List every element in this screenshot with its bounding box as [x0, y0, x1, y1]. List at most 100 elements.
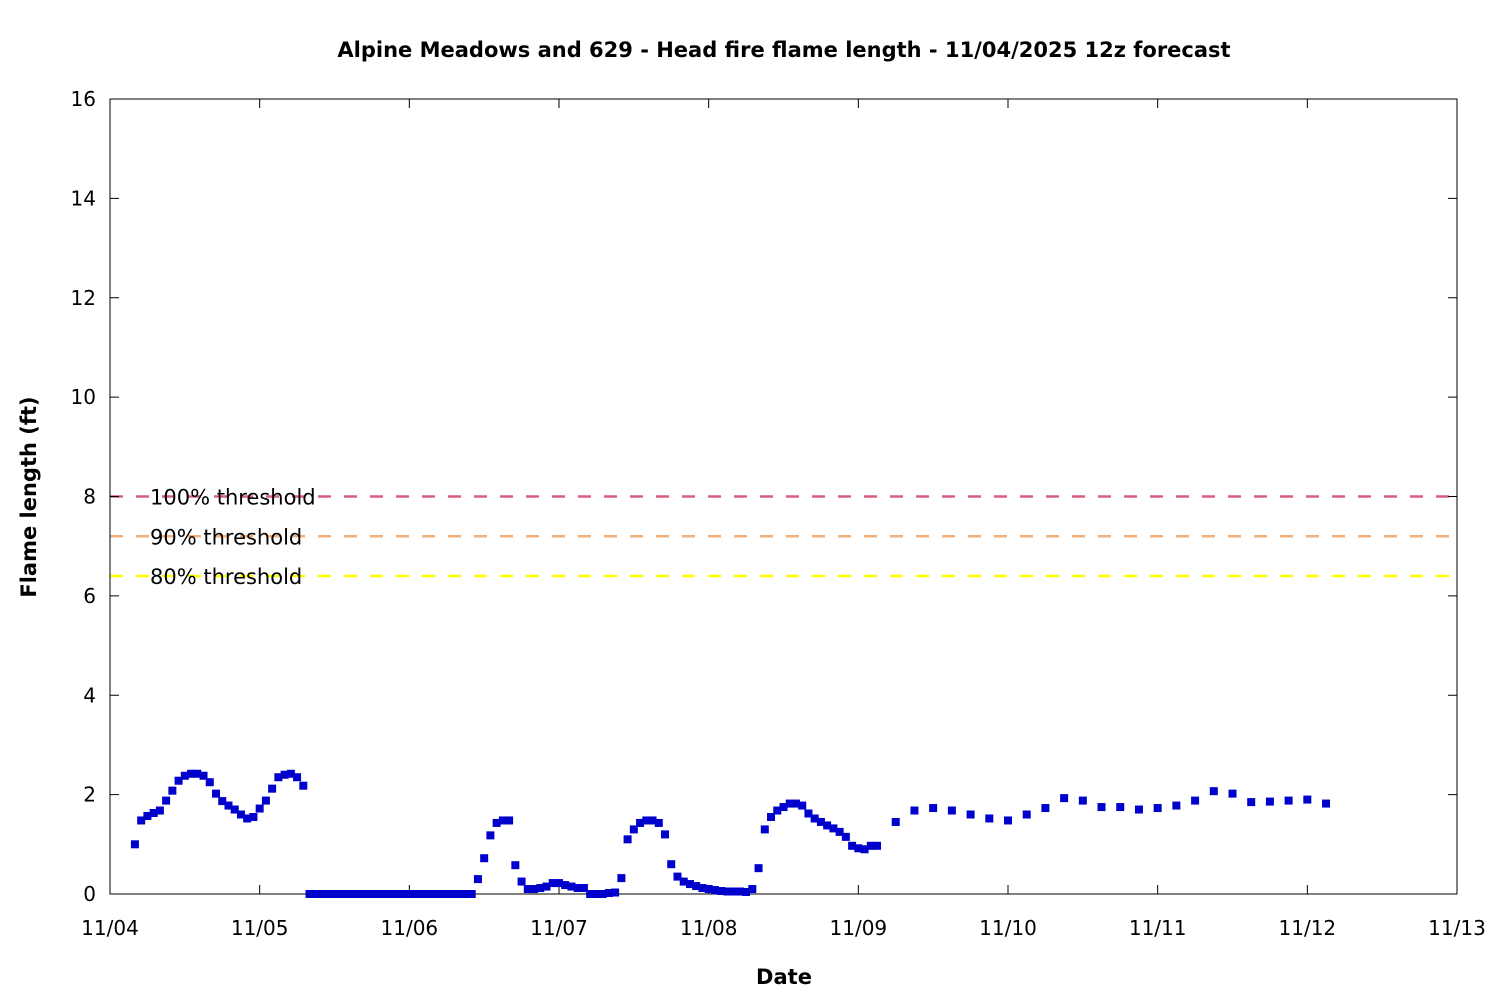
data-point	[742, 888, 751, 897]
data-point	[448, 890, 457, 898]
data-point	[723, 887, 732, 896]
data-point	[268, 784, 277, 793]
data-point	[548, 879, 557, 888]
data-point	[174, 776, 183, 785]
x-tick-label: 11/09	[830, 916, 888, 940]
data-point	[149, 809, 158, 818]
data-point	[848, 841, 857, 850]
data-point	[399, 890, 408, 898]
data-point	[480, 854, 489, 863]
data-point	[168, 786, 177, 795]
data-point	[1247, 798, 1256, 807]
data-point	[947, 806, 956, 815]
data-point	[873, 841, 882, 850]
data-point	[436, 890, 445, 898]
data-point	[311, 890, 320, 898]
data-point	[785, 799, 794, 808]
data-point	[704, 885, 713, 894]
data-point	[910, 806, 919, 815]
data-point	[505, 816, 514, 825]
data-point	[392, 890, 401, 898]
data-point	[642, 816, 651, 825]
data-point	[767, 812, 776, 821]
data-point	[1078, 796, 1087, 805]
data-point	[648, 816, 657, 825]
data-point	[555, 879, 563, 888]
data-point	[536, 884, 545, 893]
data-point	[255, 804, 264, 813]
data-point	[692, 882, 701, 891]
data-point	[760, 825, 769, 834]
data-point	[617, 874, 626, 883]
data-point	[629, 825, 638, 834]
data-point	[411, 890, 420, 898]
x-tick-label: 11/13	[1428, 916, 1486, 940]
data-point	[517, 877, 526, 886]
data-point	[361, 890, 370, 898]
data-point	[523, 885, 532, 894]
data-point	[442, 890, 451, 898]
data-point	[417, 890, 426, 898]
data-point	[405, 890, 414, 898]
x-tick-label: 11/07	[530, 916, 588, 940]
data-point	[854, 844, 863, 853]
data-point	[791, 799, 800, 808]
data-point	[143, 811, 152, 820]
data-point	[698, 884, 707, 893]
threshold-labels: 100% threshold 90% threshold 80% threshold	[150, 486, 316, 590]
data-point	[430, 890, 439, 898]
data-point	[810, 814, 819, 823]
data-point	[1322, 799, 1331, 808]
data-point	[218, 797, 227, 806]
data-point	[492, 818, 501, 827]
y-axis-label: Flame length (ft)	[17, 396, 41, 597]
x-tick-label: 11/12	[1279, 916, 1337, 940]
y-tick-label: 12	[71, 286, 96, 310]
y-axis-ticks: 0 2 4 6 8 10 12 14 16	[71, 87, 1457, 906]
threshold-label: 100% threshold	[150, 486, 316, 510]
data-point	[798, 801, 807, 810]
data-point	[835, 827, 844, 836]
y-tick-label: 0	[83, 882, 96, 906]
data-point	[486, 831, 495, 840]
data-point	[530, 885, 539, 894]
data-point	[155, 806, 164, 815]
data-point	[667, 860, 676, 869]
data-point	[461, 890, 470, 898]
data-point	[274, 773, 283, 782]
data-point	[1284, 796, 1293, 805]
data-point	[592, 890, 601, 898]
x-axis-label: Date	[756, 965, 812, 989]
data-point	[1116, 803, 1125, 812]
data-point	[193, 769, 202, 778]
x-tick-label: 11/06	[381, 916, 439, 940]
data-point	[754, 864, 763, 873]
data-point	[1303, 795, 1312, 804]
data-point	[1060, 794, 1069, 803]
y-tick-label: 6	[83, 584, 96, 608]
data-point	[355, 890, 364, 898]
data-point	[661, 830, 670, 839]
data-point	[249, 812, 258, 821]
data-point	[579, 884, 588, 893]
data-point	[336, 890, 345, 898]
data-point	[162, 796, 171, 805]
data-point	[199, 771, 208, 780]
data-point	[318, 890, 327, 898]
threshold-label: 90% threshold	[150, 525, 302, 549]
x-axis-ticks: 11/04 11/05 11/06 11/07 11/08 11/09 11/10 11/11…	[81, 99, 1486, 940]
data-point	[498, 816, 507, 825]
data-point	[586, 890, 595, 898]
data-point	[773, 806, 782, 815]
data-point	[567, 882, 576, 891]
y-tick-label: 16	[71, 87, 96, 111]
data-point	[386, 890, 395, 898]
threshold-lines	[110, 495, 1457, 578]
data-point	[685, 880, 694, 889]
data-point	[1172, 801, 1181, 810]
data-point	[1004, 816, 1012, 825]
data-point	[137, 816, 146, 825]
data-point	[380, 890, 389, 898]
x-tick-label: 11/08	[680, 916, 738, 940]
